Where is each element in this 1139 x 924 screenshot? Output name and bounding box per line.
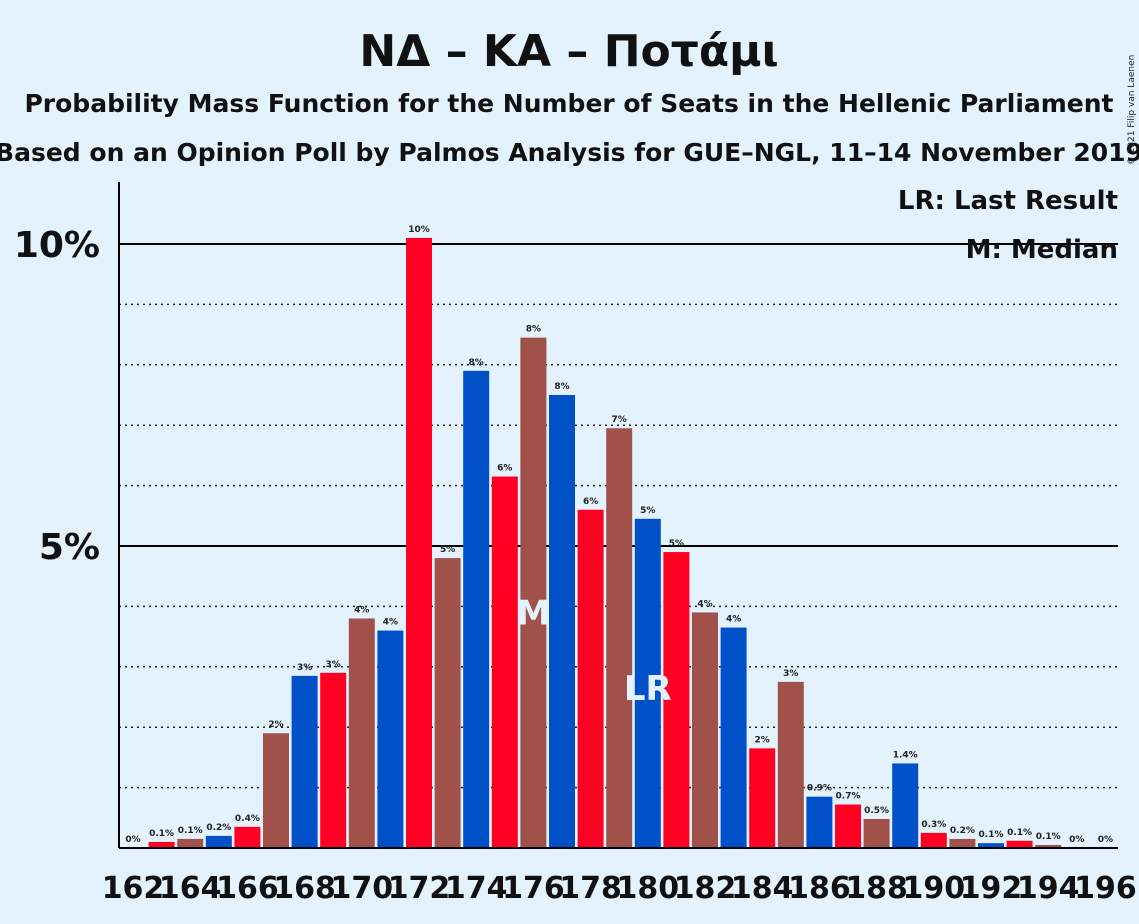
legend-median: M: Median xyxy=(966,235,1118,265)
bar-seat-170 xyxy=(348,618,375,848)
data-label-seat-183: 4% xyxy=(726,615,741,625)
x-tick-label: 196 xyxy=(1074,871,1137,906)
bar-seat-168 xyxy=(291,675,318,848)
x-tick-label: 178 xyxy=(559,871,622,906)
data-label-seat-188: 0.5% xyxy=(864,806,889,816)
legend-last-result: LR: Last Result xyxy=(898,186,1118,216)
bar-seat-183 xyxy=(720,627,747,848)
data-label-seat-187: 0.7% xyxy=(836,792,861,802)
data-label-seat-193: 0.1% xyxy=(1007,828,1032,838)
bar-seat-185 xyxy=(777,681,804,848)
x-tick-label: 194 xyxy=(1017,871,1080,906)
median-marker: M xyxy=(516,593,550,633)
bar-seat-165 xyxy=(205,835,232,848)
data-label-seat-171: 4% xyxy=(383,618,398,628)
x-tick-label: 174 xyxy=(445,871,508,906)
bar-seat-181 xyxy=(663,552,690,848)
bar-seat-171 xyxy=(377,630,404,848)
x-tick-label: 170 xyxy=(330,871,393,906)
x-tick-label: 176 xyxy=(502,871,565,906)
data-label-seat-180: 5% xyxy=(640,506,655,516)
x-tick-label: 164 xyxy=(159,871,222,906)
data-label-seat-184: 2% xyxy=(755,735,770,745)
x-tick-label: 188 xyxy=(845,871,908,906)
data-label-seat-178: 6% xyxy=(583,497,598,507)
data-label-seat-192: 0.1% xyxy=(979,830,1004,840)
x-tick-label: 166 xyxy=(216,871,279,906)
bar-seat-173 xyxy=(434,558,461,848)
bar-seat-178 xyxy=(577,509,604,848)
data-label-seat-186: 0.9% xyxy=(807,784,832,794)
data-label-seat-170: 4% xyxy=(354,605,369,615)
bar-seat-174 xyxy=(463,370,490,848)
data-label-seat-189: 1.4% xyxy=(893,750,918,760)
data-label-seat-194: 0.1% xyxy=(1036,832,1061,842)
data-label-seat-196: 0% xyxy=(1098,835,1113,845)
data-label-seat-191: 0.2% xyxy=(950,826,975,836)
data-label-seat-162: 0% xyxy=(125,835,140,845)
x-tick-label: 192 xyxy=(960,871,1023,906)
chart-subtitle: Probability Mass Function for the Number… xyxy=(24,89,1113,118)
bar-seat-169 xyxy=(320,672,347,848)
y-tick-label: 5% xyxy=(39,527,100,568)
chart-subtitle-source: Based on an Opinion Poll by Palmos Analy… xyxy=(0,138,1139,167)
last-result-marker: LR xyxy=(624,669,672,709)
bar-seat-192 xyxy=(978,843,1004,848)
x-tick-label: 190 xyxy=(902,871,965,906)
bar-seat-187 xyxy=(835,804,861,848)
data-label-seat-190: 0.3% xyxy=(921,820,946,830)
bar-seat-193 xyxy=(1006,840,1033,848)
axes: 5%10%16216416616817017217417617818018218… xyxy=(14,182,1137,906)
chart-title: ΝΔ – ΚΑ – Ποτάμι xyxy=(359,26,778,77)
data-label-seat-176: 8% xyxy=(526,325,541,335)
bar-seat-191 xyxy=(949,838,976,848)
data-label-seat-163: 0.1% xyxy=(149,829,174,839)
data-label-seat-164: 0.1% xyxy=(178,826,203,836)
bar-seat-184 xyxy=(749,748,776,848)
bar-seat-186 xyxy=(806,796,833,848)
bar-seat-175 xyxy=(491,476,518,848)
data-label-seat-173: 5% xyxy=(440,545,455,555)
x-tick-label: 168 xyxy=(273,871,336,906)
x-tick-label: 172 xyxy=(388,871,451,906)
data-label-seat-172: 10% xyxy=(408,225,430,235)
y-tick-label: 10% xyxy=(14,225,100,266)
bar-seat-166 xyxy=(234,826,261,848)
bar-seat-172 xyxy=(406,237,432,848)
x-tick-label: 186 xyxy=(788,871,851,906)
data-label-seat-165: 0.2% xyxy=(206,823,231,833)
data-label-seat-167: 2% xyxy=(268,720,283,730)
data-label-seat-185: 3% xyxy=(783,669,798,679)
bar-seat-194 xyxy=(1035,844,1062,848)
bar-seat-189 xyxy=(892,763,919,848)
data-label-seat-169: 3% xyxy=(326,660,341,670)
data-label-seat-177: 8% xyxy=(554,382,569,392)
data-label-seat-182: 4% xyxy=(697,599,712,609)
bars: 0%0.1% 0.1% 0.2%0.4%2%3% 3%4%4%10%5%8%6%8%8… xyxy=(125,225,1113,848)
data-label-seat-174: 8% xyxy=(469,358,484,368)
bar-seat-182 xyxy=(692,612,718,848)
x-tick-label: 180 xyxy=(616,871,679,906)
bar-seat-179 xyxy=(606,428,633,848)
bar-seat-188 xyxy=(863,819,890,848)
bar-seat-167 xyxy=(263,733,289,848)
data-label-seat-168: 3% xyxy=(297,663,312,673)
x-tick-label: 182 xyxy=(674,871,737,906)
data-label-seat-179: 7% xyxy=(612,415,627,425)
data-label-seat-195: 0% xyxy=(1069,835,1084,845)
bar-seat-164 xyxy=(177,838,204,848)
x-tick-label: 184 xyxy=(731,871,794,906)
bar-seat-180 xyxy=(634,518,661,848)
bar-seat-163 xyxy=(148,841,175,848)
bar-seat-190 xyxy=(920,832,947,848)
bar-seat-177 xyxy=(549,395,575,848)
bar-seat-176 xyxy=(520,337,547,848)
data-label-seat-166: 0.4% xyxy=(235,814,260,824)
x-tick-label: 162 xyxy=(102,871,165,906)
data-label-seat-175: 6% xyxy=(497,464,512,474)
data-label-seat-181: 5% xyxy=(669,539,684,549)
copyright-text: © 2021 Filip van Laenen xyxy=(1127,55,1137,166)
